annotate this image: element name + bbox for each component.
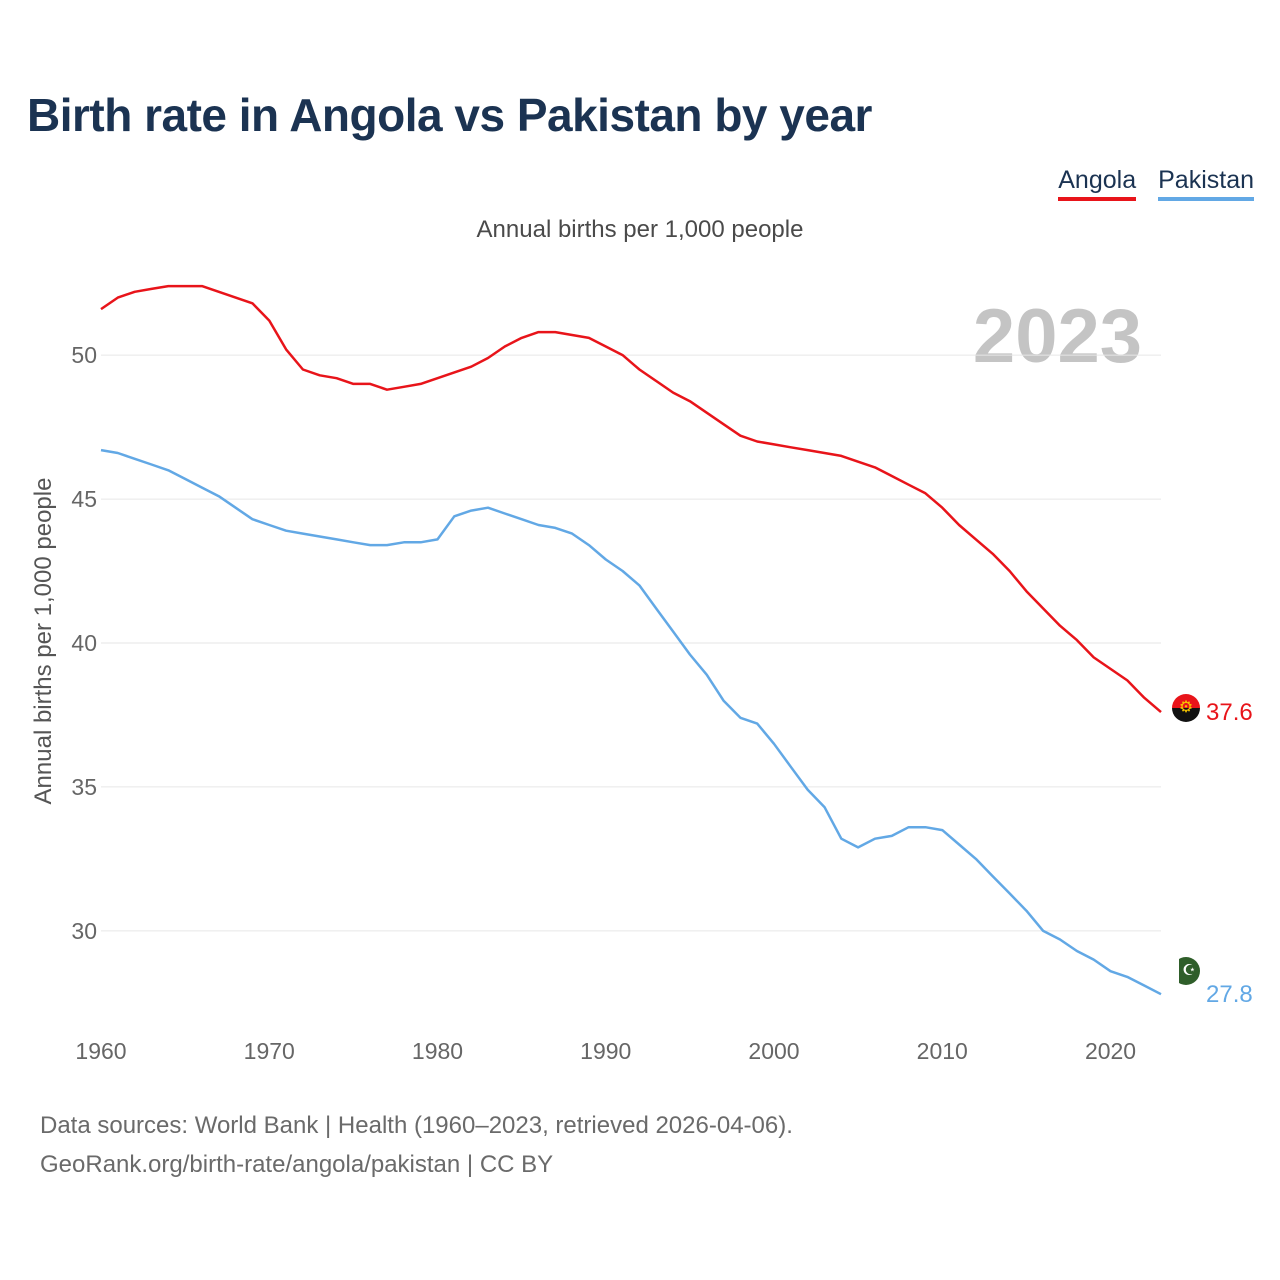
end-label-angola: 37.6 <box>1206 699 1253 726</box>
x-tick-1990: 1990 <box>580 1038 631 1064</box>
x-tick-2000: 2000 <box>748 1038 799 1064</box>
footer: Data sources: World Bank | Health (1960–… <box>40 1106 793 1184</box>
footer-link[interactable]: GeoRank.org/birth-rate/angola/pakistan |… <box>40 1151 554 1178</box>
year-watermark: 2023 <box>972 294 1142 379</box>
page-title: Birth rate in Angola vs Pakistan by year <box>27 89 872 141</box>
x-tick-labels: 1960 1970 1980 1990 2000 2010 2020 <box>75 1038 1136 1064</box>
x-tick-1960: 1960 <box>75 1038 126 1064</box>
y-tick-30: 30 <box>71 918 97 944</box>
legend-item-angola[interactable]: Angola <box>1058 166 1137 201</box>
gridlines <box>101 354 1161 932</box>
y-axis-label: Annual births per 1,000 people <box>30 478 57 805</box>
angola-flag-icon: ⚙ <box>1172 694 1200 722</box>
y-tick-50: 50 <box>71 342 97 368</box>
series-line-angola <box>100 284 1162 714</box>
series-line-pakistan <box>100 448 1162 996</box>
end-labels: 37.6 27.8 <box>1206 699 1253 1008</box>
y-tick-40: 40 <box>71 630 97 656</box>
x-tick-1980: 1980 <box>412 1038 463 1064</box>
footer-sources: Data sources: World Bank | Health (1960–… <box>40 1112 793 1139</box>
x-tick-1970: 1970 <box>244 1038 295 1064</box>
x-tick-2010: 2010 <box>917 1038 968 1064</box>
y-tick-45: 45 <box>71 486 97 512</box>
x-tick-2020: 2020 <box>1085 1038 1136 1064</box>
y-tick-35: 35 <box>71 774 97 800</box>
pakistan-flag-icon: ☪ <box>1172 957 1200 985</box>
legend-item-pakistan[interactable]: Pakistan <box>1158 166 1254 201</box>
series-lines <box>100 284 1162 996</box>
legend: Angola Pakistan <box>1058 166 1254 201</box>
end-label-pakistan: 27.8 <box>1206 981 1253 1008</box>
y-tick-labels: 30 35 40 45 50 <box>71 342 97 944</box>
chart-subtitle: Annual births per 1,000 people <box>476 216 804 243</box>
